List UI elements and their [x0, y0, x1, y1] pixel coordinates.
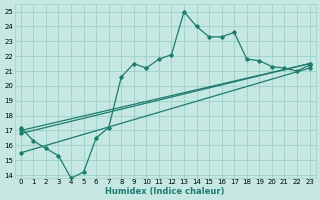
X-axis label: Humidex (Indice chaleur): Humidex (Indice chaleur) — [106, 187, 225, 196]
